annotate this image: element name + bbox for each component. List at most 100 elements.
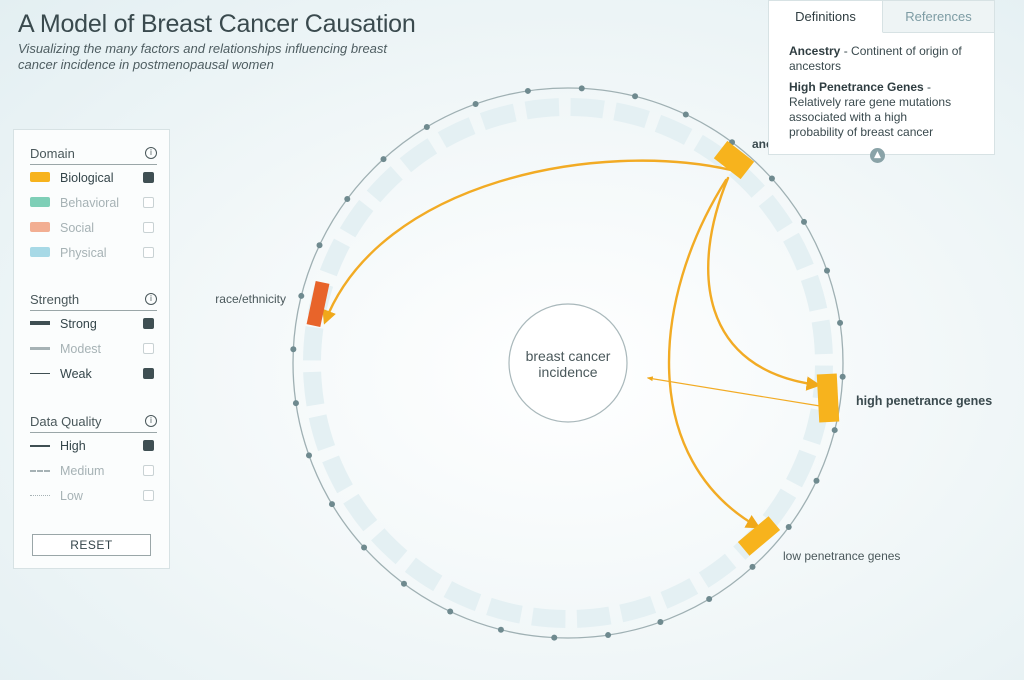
ring-dot[interactable] (361, 544, 368, 551)
ring-dot[interactable] (400, 580, 407, 587)
ring-dot[interactable] (837, 319, 844, 326)
ring-dot[interactable] (605, 632, 612, 639)
ring-dot[interactable] (298, 292, 305, 299)
ring-dot[interactable] (447, 608, 454, 615)
ring-segment[interactable] (762, 488, 797, 527)
ring-dot[interactable] (824, 267, 831, 274)
domain-checkbox[interactable] (143, 197, 154, 208)
ring-dot[interactable] (497, 626, 504, 633)
label-high-penetrance-genes[interactable]: high penetrance genes (856, 394, 992, 408)
ring-dot[interactable] (839, 373, 846, 380)
ring-dot[interactable] (524, 87, 531, 94)
label-low-penetrance-genes[interactable]: low penetrance genes (783, 549, 900, 563)
ring-segment[interactable] (303, 326, 324, 361)
ring-dot[interactable] (328, 501, 335, 508)
ring-dot[interactable] (423, 123, 430, 130)
ring-dot[interactable] (801, 218, 808, 225)
ring-segment[interactable] (613, 102, 650, 129)
node-low-penetrance-genes[interactable] (737, 516, 781, 556)
ring-segment[interactable] (524, 98, 560, 120)
node-race-ethnicity[interactable] (306, 281, 330, 327)
ring-dot[interactable] (290, 346, 297, 353)
domain-biological[interactable]: Biological (30, 165, 157, 190)
quality-high[interactable]: High (30, 433, 157, 458)
ring-dot[interactable] (305, 452, 312, 459)
ring-segment[interactable] (698, 553, 737, 588)
ring-segment[interactable] (322, 455, 353, 494)
tab-references[interactable]: References (883, 1, 994, 33)
link-ancestry-highgenes[interactable] (707, 176, 821, 391)
tab-definitions[interactable]: Definitions (769, 1, 883, 33)
ring-segment[interactable] (783, 232, 814, 271)
ring-dot[interactable] (632, 93, 639, 100)
ring-dot[interactable] (578, 85, 585, 92)
ring-segment[interactable] (619, 595, 657, 623)
quality-medium[interactable]: Medium (30, 458, 157, 483)
quality-checkbox[interactable] (143, 490, 154, 501)
ring-segment[interactable] (531, 607, 566, 628)
ring-segment[interactable] (811, 319, 833, 355)
chevron-up-icon[interactable]: ▲ (870, 148, 885, 163)
ring-segment[interactable] (570, 98, 605, 119)
domain-social[interactable]: Social (30, 215, 157, 240)
ring-segment[interactable] (660, 578, 699, 609)
link-ancestry-lowgenes[interactable] (667, 178, 761, 529)
ring-segment[interactable] (339, 199, 374, 238)
ring-segment[interactable] (437, 117, 476, 148)
ring-dot[interactable] (813, 477, 820, 484)
ring-dot[interactable] (551, 634, 558, 641)
ring-dot[interactable] (682, 111, 689, 118)
strength-checkbox[interactable] (143, 318, 154, 329)
node-ancestry[interactable] (713, 140, 755, 180)
ring-segment[interactable] (786, 449, 817, 488)
link-ancestry-race[interactable] (322, 159, 733, 325)
domain-checkbox[interactable] (143, 222, 154, 233)
info-icon[interactable]: i (145, 293, 157, 305)
ring-segment[interactable] (479, 103, 517, 131)
ring-dot[interactable] (785, 524, 792, 531)
ring-segment[interactable] (404, 557, 443, 592)
ring-segment[interactable] (654, 114, 693, 145)
ring-segment[interactable] (319, 238, 350, 277)
ring-dot[interactable] (831, 427, 838, 434)
ring-segment[interactable] (303, 371, 325, 407)
ring-segment[interactable] (576, 606, 612, 628)
ring-dot[interactable] (380, 156, 387, 163)
ring-dot[interactable] (657, 619, 664, 626)
ring-dot[interactable] (706, 596, 713, 603)
ring-dot[interactable] (292, 400, 299, 407)
ring-segment[interactable] (758, 194, 793, 233)
quality-low[interactable]: Low (30, 483, 157, 508)
center-node[interactable] (508, 303, 628, 423)
ring-segment[interactable] (486, 597, 523, 624)
info-icon[interactable]: i (145, 415, 157, 427)
domain-checkbox[interactable] (143, 247, 154, 258)
domain-physical[interactable]: Physical (30, 240, 157, 265)
quality-checkbox[interactable] (143, 440, 154, 451)
strength-checkbox[interactable] (143, 368, 154, 379)
link-highgenes-incidence[interactable] (646, 376, 821, 407)
label-ancestry[interactable]: anc (752, 137, 773, 151)
ring-dot[interactable] (344, 195, 351, 202)
ring-segment[interactable] (371, 528, 408, 565)
strength-modest[interactable]: Modest (30, 336, 157, 361)
strength-strong[interactable]: Strong (30, 311, 157, 336)
strength-weak[interactable]: Weak (30, 361, 157, 386)
node-high-penetrance-genes[interactable] (816, 373, 840, 423)
reset-button[interactable]: RESET (32, 534, 151, 556)
ring-segment[interactable] (800, 274, 828, 312)
ring-dot[interactable] (749, 563, 756, 570)
label-race-ethnicity[interactable]: race/ethnicity (215, 292, 286, 306)
ring-segment[interactable] (366, 166, 403, 203)
domain-checkbox[interactable] (143, 172, 154, 183)
ring-segment[interactable] (343, 493, 378, 532)
ring-dot[interactable] (768, 175, 775, 182)
ring-segment[interactable] (399, 138, 438, 173)
quality-checkbox[interactable] (143, 465, 154, 476)
info-icon[interactable]: i (145, 147, 157, 159)
ring-dot[interactable] (472, 100, 479, 107)
domain-behavioral[interactable]: Behavioral (30, 190, 157, 215)
ring-segment[interactable] (308, 414, 336, 452)
ring-segment[interactable] (443, 581, 482, 612)
ring-dot[interactable] (316, 242, 323, 249)
